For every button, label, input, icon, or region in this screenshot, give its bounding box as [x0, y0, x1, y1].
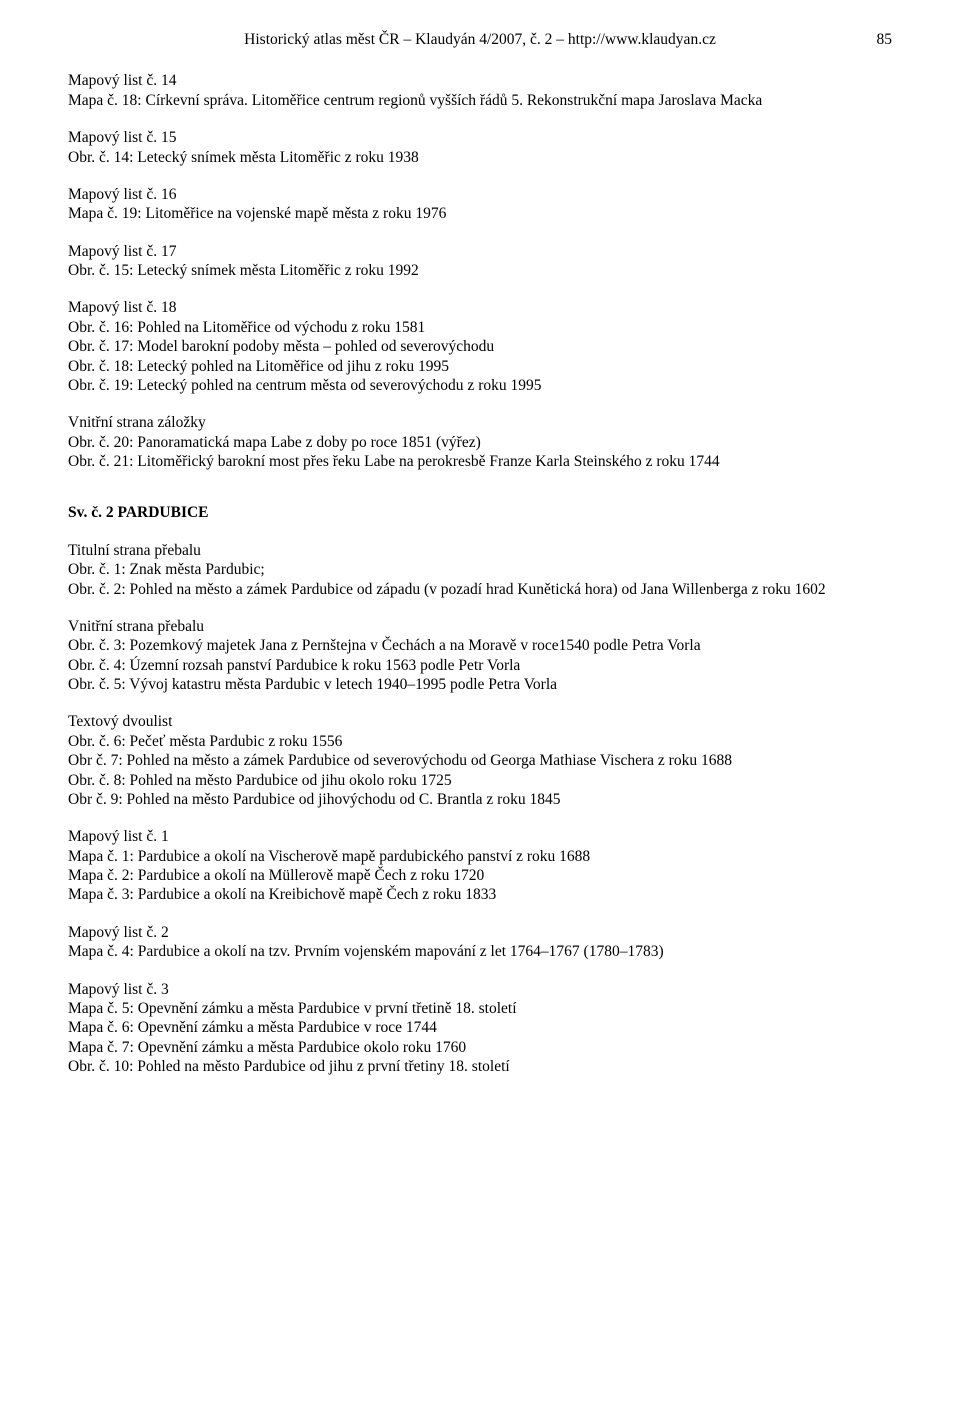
text-line: Mapový list č. 2 — [68, 923, 892, 942]
text-line: Mapový list č. 1 — [68, 827, 892, 846]
text-line: Obr. č. 1: Znak města Pardubic; — [68, 560, 892, 579]
text-line: Titulní strana přebalu — [68, 541, 892, 560]
header-page-number: 85 — [877, 30, 893, 49]
text-line: Obr. č. 17: Model barokní podoby města –… — [68, 337, 892, 356]
text-block: Mapový list č. 18Obr. č. 16: Pohled na L… — [68, 298, 892, 395]
text-line: Vnitřní strana záložky — [68, 413, 892, 432]
text-line: Mapa č. 3: Pardubice a okolí na Kreibich… — [68, 885, 892, 904]
text-line: Obr. č. 3: Pozemkový majetek Jana z Pern… — [68, 636, 892, 655]
section-2: Titulní strana přebaluObr. č. 1: Znak mě… — [68, 541, 892, 1077]
text-line: Mapový list č. 17 — [68, 242, 892, 261]
text-block: Mapový list č. 1Mapa č. 1: Pardubice a o… — [68, 827, 892, 905]
text-line: Obr. č. 8: Pohled na město Pardubice od … — [68, 771, 892, 790]
text-block: Mapový list č. 3Mapa č. 5: Opevnění zámk… — [68, 980, 892, 1077]
text-line: Obr č. 7: Pohled na město a zámek Pardub… — [68, 751, 892, 770]
text-block: Textový dvoulistObr. č. 6: Pečeť města P… — [68, 712, 892, 809]
text-line: Mapový list č. 14 — [68, 71, 892, 90]
text-line: Obr. č. 10: Pohled na město Pardubice od… — [68, 1057, 892, 1076]
page-header: Historický atlas měst ČR – Klaudyán 4/20… — [68, 30, 892, 49]
text-line: Obr. č. 20: Panoramatická mapa Labe z do… — [68, 433, 892, 452]
text-block: Mapový list č. 15Obr. č. 14: Letecký sní… — [68, 128, 892, 167]
text-block: Mapový list č. 16Mapa č. 19: Litoměřice … — [68, 185, 892, 224]
header-center-text: Historický atlas měst ČR – Klaudyán 4/20… — [244, 30, 716, 49]
text-line: Obr. č. 2: Pohled na město a zámek Pardu… — [68, 580, 892, 599]
text-block: Titulní strana přebaluObr. č. 1: Znak mě… — [68, 541, 892, 599]
text-line: Obr. č. 21: Litoměřický barokní most pře… — [68, 452, 892, 471]
section-1: Mapový list č. 14Mapa č. 18: Církevní sp… — [68, 71, 892, 471]
text-line: Mapový list č. 16 — [68, 185, 892, 204]
text-line: Obr č. 9: Pohled na město Pardubice od j… — [68, 790, 892, 809]
text-line: Mapa č. 1: Pardubice a okolí na Vischero… — [68, 847, 892, 866]
text-line: Obr. č. 14: Letecký snímek města Litoměř… — [68, 148, 892, 167]
text-block: Mapový list č. 2Mapa č. 4: Pardubice a o… — [68, 923, 892, 962]
text-line: Mapa č. 4: Pardubice a okolí na tzv. Prv… — [68, 942, 892, 961]
text-line: Mapový list č. 3 — [68, 980, 892, 999]
text-line: Obr. č. 5: Vývoj katastru města Pardubic… — [68, 675, 892, 694]
text-block: Vnitřní strana přebaluObr. č. 3: Pozemko… — [68, 617, 892, 695]
section-2-title: Sv. č. 2 PARDUBICE — [68, 503, 892, 522]
text-line: Mapa č. 7: Opevnění zámku a města Pardub… — [68, 1038, 892, 1057]
text-line: Mapa č. 6: Opevnění zámku a města Pardub… — [68, 1018, 892, 1037]
text-line: Mapový list č. 15 — [68, 128, 892, 147]
text-block: Vnitřní strana záložkyObr. č. 20: Panora… — [68, 413, 892, 471]
text-line: Obr. č. 4: Územní rozsah panství Pardubi… — [68, 656, 892, 675]
text-line: Obr. č. 18: Letecký pohled na Litoměřice… — [68, 357, 892, 376]
page-container: Historický atlas měst ČR – Klaudyán 4/20… — [0, 0, 960, 1134]
text-block: Mapový list č. 17Obr. č. 15: Letecký sní… — [68, 242, 892, 281]
text-line: Obr. č. 19: Letecký pohled na centrum mě… — [68, 376, 892, 395]
text-line: Mapa č. 18: Církevní správa. Litoměřice … — [68, 91, 892, 110]
text-block: Mapový list č. 14Mapa č. 18: Církevní sp… — [68, 71, 892, 110]
text-line: Obr. č. 15: Letecký snímek města Litoměř… — [68, 261, 892, 280]
text-line: Textový dvoulist — [68, 712, 892, 731]
text-line: Mapa č. 19: Litoměřice na vojenské mapě … — [68, 204, 892, 223]
text-line: Mapový list č. 18 — [68, 298, 892, 317]
text-line: Mapa č. 2: Pardubice a okolí na Müllerov… — [68, 866, 892, 885]
text-line: Mapa č. 5: Opevnění zámku a města Pardub… — [68, 999, 892, 1018]
text-line: Obr. č. 16: Pohled na Litoměřice od vých… — [68, 318, 892, 337]
text-line: Vnitřní strana přebalu — [68, 617, 892, 636]
text-line: Obr. č. 6: Pečeť města Pardubic z roku 1… — [68, 732, 892, 751]
